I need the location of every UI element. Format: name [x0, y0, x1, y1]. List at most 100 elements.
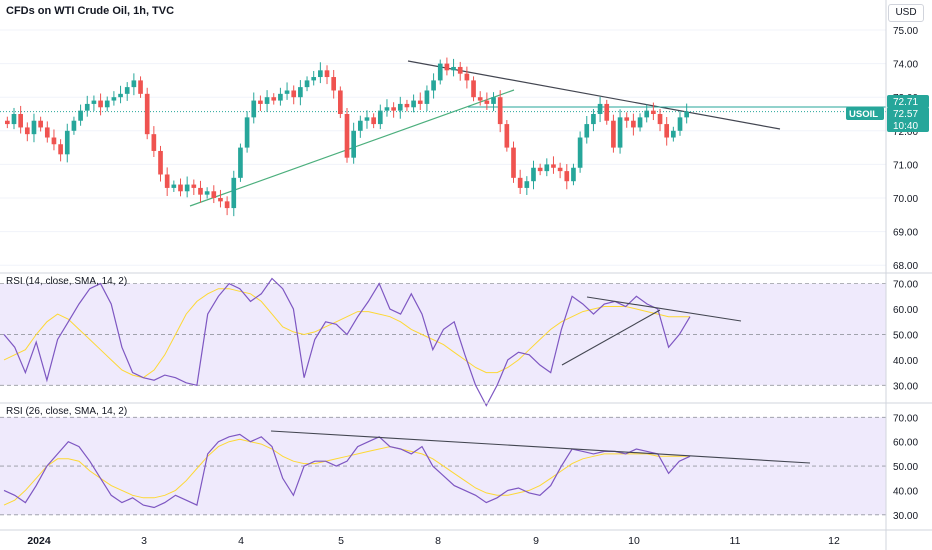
rsi-trendline	[586, 296, 742, 322]
candle-body	[344, 114, 350, 158]
candle-body	[657, 114, 663, 125]
rsi14-tick-label: 60.00	[893, 305, 918, 316]
candle-body	[264, 97, 270, 104]
candle-body	[58, 144, 63, 155]
candle-body	[38, 120, 43, 128]
candle-body	[364, 117, 370, 121]
candle-body	[444, 63, 450, 71]
rsi26-tick-label: 40.00	[893, 486, 918, 497]
candle-body	[384, 107, 390, 111]
candle-body	[278, 93, 283, 101]
candle-body	[504, 124, 510, 148]
countdown-value: 10:40	[893, 121, 918, 132]
candle-body	[184, 184, 190, 192]
candle-body	[571, 167, 576, 182]
candle-body	[4, 120, 10, 125]
candle-body	[311, 77, 317, 81]
candle-body	[517, 177, 523, 188]
candle-body	[617, 117, 623, 148]
candle-body	[338, 90, 343, 114]
candle-body	[304, 80, 310, 88]
candle-body	[24, 127, 30, 135]
rsi14-title[interactable]: RSI (14, close, SMA, 14, 2)	[6, 276, 128, 287]
candle-body	[324, 70, 330, 78]
candle-body	[437, 63, 443, 81]
candle-body	[51, 137, 57, 145]
currency-button[interactable]: USD	[888, 4, 924, 22]
price-tick-label: 70.00	[893, 194, 918, 205]
candle-body	[411, 100, 416, 108]
candle-body	[597, 103, 603, 114]
time-axis[interactable]: 2024 3 4 5 8 9 10 11 12	[27, 535, 840, 547]
candle-body	[684, 111, 690, 118]
rsi14-tick-label: 40.00	[893, 356, 918, 367]
candle-body	[624, 117, 630, 121]
candle-body	[371, 117, 376, 125]
candle-body	[511, 147, 516, 178]
candle-body	[424, 90, 430, 104]
candle-body	[251, 100, 257, 118]
time-tick-label: 8	[435, 535, 441, 547]
price-tick-label: 74.00	[893, 60, 918, 71]
candle-body	[211, 191, 217, 198]
candle-body	[544, 164, 550, 172]
candle-body	[404, 103, 410, 108]
candle-body	[524, 181, 530, 188]
candle-body	[451, 66, 456, 71]
candle-body	[144, 93, 150, 135]
time-tick-label: 3	[141, 535, 147, 547]
rsi26-pane[interactable]	[0, 416, 886, 516]
candle-body	[231, 177, 237, 209]
candle-body	[164, 174, 170, 188]
candle-body	[537, 167, 543, 172]
price-tick-label: 71.00	[893, 160, 918, 171]
candle-body	[584, 124, 590, 138]
rsi14-pane[interactable]	[0, 277, 886, 407]
candle-body	[431, 80, 436, 91]
rsi-ma-line	[3, 438, 690, 506]
symbol-tag-label: USOIL	[849, 109, 878, 120]
candle-body	[78, 110, 83, 121]
candle-body	[531, 167, 536, 182]
rsi26-tick-label: 70.00	[893, 413, 918, 424]
candle-body	[104, 100, 110, 108]
candle-body	[644, 110, 650, 118]
candle-body	[298, 87, 303, 98]
rsi26-title[interactable]: RSI (26, close, SMA, 14, 2)	[6, 406, 128, 417]
symbol-title[interactable]: CFDs on WTI Crude Oil, 1h, TVC	[6, 5, 175, 17]
time-tick-label: 2024	[27, 535, 51, 547]
time-tick-label: 4	[238, 535, 244, 547]
candle-body	[457, 66, 463, 74]
candle-body	[631, 120, 636, 128]
price-tick-label: 69.00	[893, 228, 918, 239]
price-tick-label: 75.00	[893, 26, 918, 37]
candle-body	[484, 100, 490, 104]
candle-body	[111, 97, 117, 101]
high-price-value: 72.71	[893, 97, 918, 108]
candle-body	[118, 93, 123, 98]
price-tick-label: 72.00	[893, 127, 918, 138]
price-pane[interactable]	[0, 29, 886, 266]
rsi26-tick-label: 30.00	[893, 511, 918, 522]
candle-body	[64, 130, 70, 155]
candle-body	[664, 124, 670, 138]
candle-body	[31, 120, 37, 135]
rsi-trendline	[270, 430, 811, 464]
candle-body	[131, 80, 137, 88]
candle-body	[198, 187, 203, 195]
rsi-trendline	[561, 309, 661, 366]
candle-body	[98, 100, 103, 108]
candle-body	[178, 184, 183, 192]
candle-body	[471, 80, 476, 98]
time-tick-label: 5	[338, 535, 344, 547]
candle-body	[671, 130, 676, 138]
candle-body	[151, 134, 157, 151]
candle-body	[191, 184, 197, 188]
candle-body	[637, 117, 643, 128]
candle-body	[44, 127, 50, 138]
candle-body	[11, 114, 17, 125]
candle-body	[497, 97, 503, 125]
